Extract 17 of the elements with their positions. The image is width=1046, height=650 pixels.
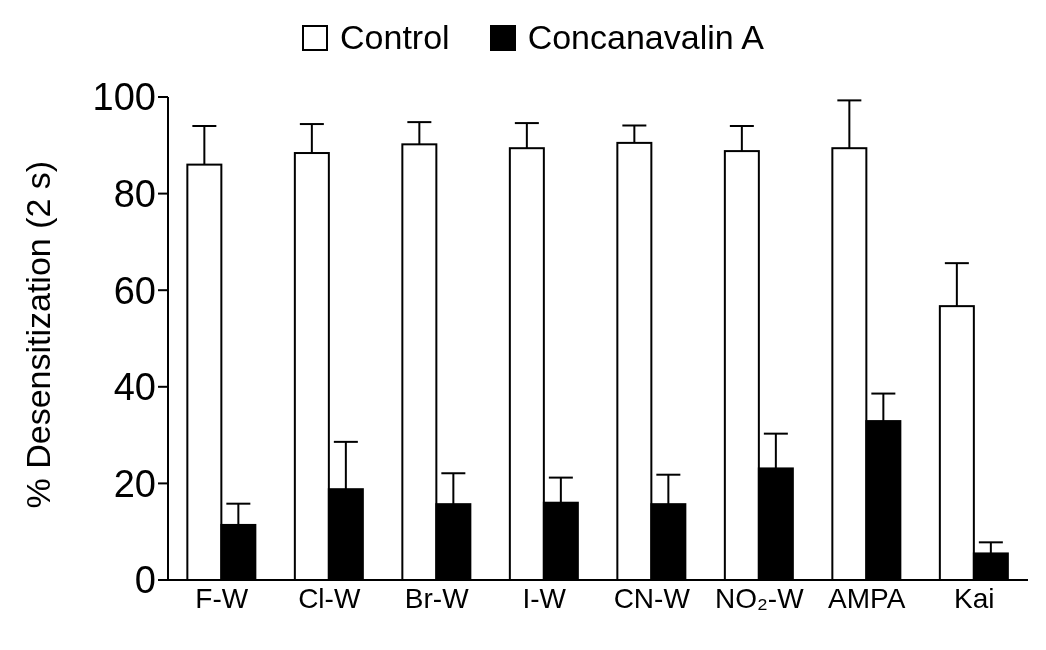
x-tick-label: Br-W [404, 582, 470, 614]
x-tick-label: Kai [954, 582, 995, 614]
y-tick-label: 80 [113, 173, 156, 216]
x-tick-label: AMPA [828, 582, 906, 614]
y-tick-label: 100 [92, 76, 156, 119]
x-tick-label: Cl-W [298, 582, 361, 614]
y-tick-label: 40 [113, 366, 156, 409]
x-tick-label: CN-W [613, 582, 691, 614]
y-tick-label: 0 [134, 559, 156, 602]
y-axis-title: % Desensitization (2 s) [19, 160, 58, 509]
y-tick-label: 60 [113, 269, 156, 312]
legend-label: Control [340, 18, 450, 57]
y-tick-label: 20 [113, 462, 156, 505]
legend-label: Concanavalin A [527, 18, 764, 57]
x-tick-label: I-W [522, 582, 567, 614]
x-tick-label: F-W [195, 582, 249, 614]
x-tick-label: NO₂-W [714, 582, 805, 614]
